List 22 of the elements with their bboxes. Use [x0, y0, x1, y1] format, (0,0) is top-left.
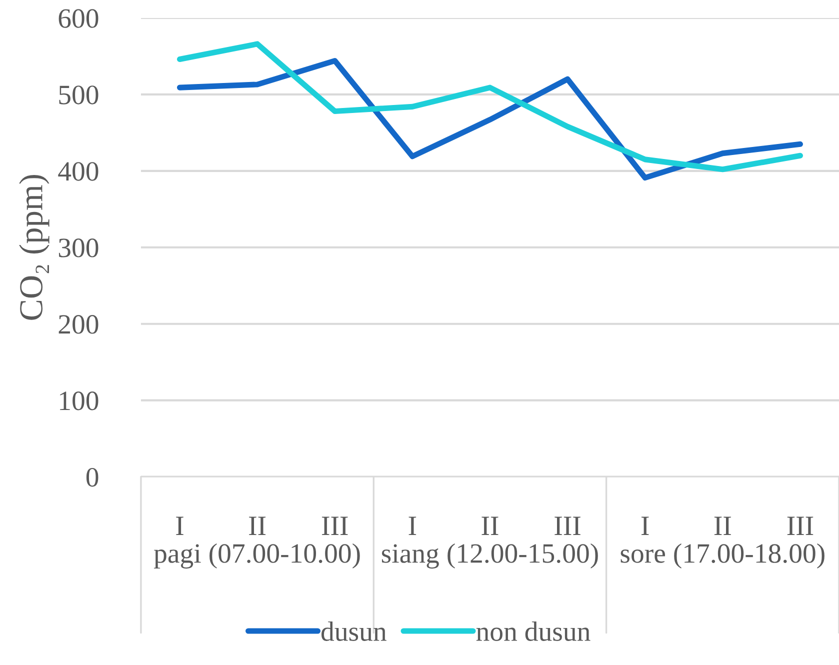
y-tick-label: 400: [58, 162, 98, 181]
y-tick-label: 100: [60, 391, 98, 410]
y-tick-label: 600: [58, 9, 98, 28]
x-tick-label: II: [714, 516, 731, 535]
x-tick-label: II: [482, 516, 498, 535]
x-tick-label: I: [176, 516, 184, 535]
y-tick-label: 0: [86, 468, 98, 487]
x-tick-label: III: [322, 516, 348, 535]
x-tick-label: I: [641, 516, 649, 535]
text: siang (12.00-15.00): [382, 543, 598, 569]
legend-label: non dusun: [476, 621, 590, 642]
x-tick-label: II: [249, 516, 266, 535]
y-tick-label: 500: [59, 86, 98, 104]
y-tick-label: 200: [58, 315, 98, 334]
text: sore (17.00-18.00): [620, 543, 824, 569]
x-tick-label: III: [787, 516, 814, 535]
text: pagi (07.00-10.00): [154, 543, 360, 569]
x-tick-label: III: [554, 516, 580, 535]
legend-label: dusun: [321, 621, 386, 642]
y-axis-title: CO₂ (ppm): [19, 174, 50, 320]
y-tick-label: 300: [58, 238, 98, 258]
x-tick-label: I: [408, 516, 416, 535]
